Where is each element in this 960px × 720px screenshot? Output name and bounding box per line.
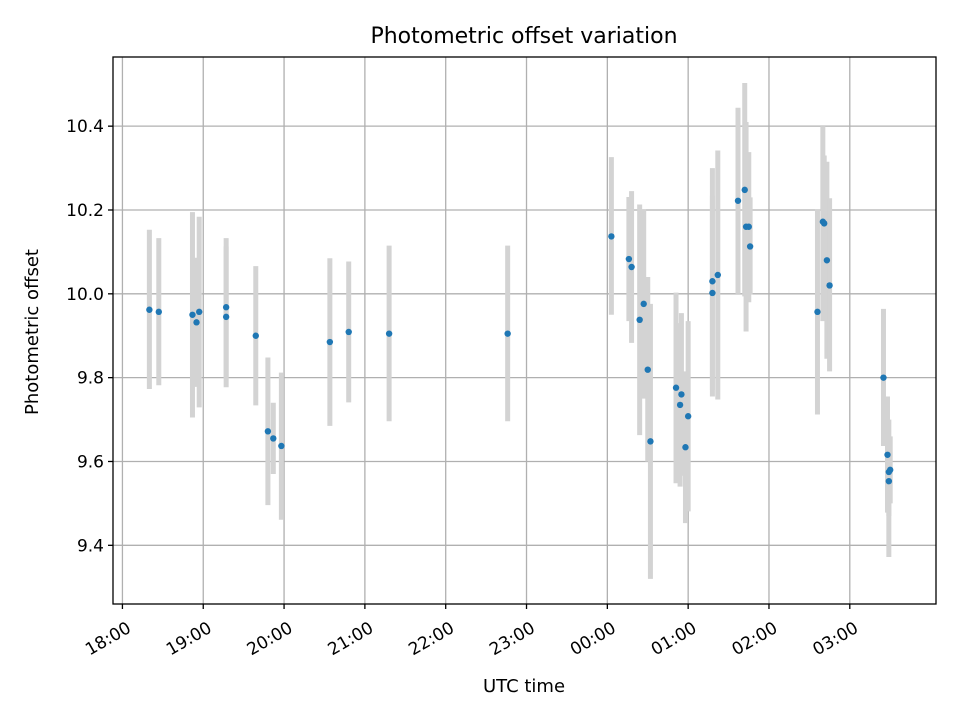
x-tick-label: 18:00	[82, 618, 134, 660]
chart-title: Photometric offset variation	[370, 24, 677, 49]
y-tick-label: 9.8	[77, 369, 104, 389]
data-point	[821, 220, 828, 227]
data-point	[734, 197, 742, 204]
data-point	[814, 308, 821, 316]
data-point	[625, 255, 633, 263]
x-axis: 18:00 19:00 20:00 21:00 22:00 23:00 00:00 01:00…	[82, 604, 862, 660]
data-point	[270, 435, 277, 442]
data-point	[887, 466, 894, 474]
data-point	[676, 401, 684, 409]
x-tick-label: 00:00	[567, 618, 619, 660]
plot-frame	[112, 56, 937, 605]
data-point	[326, 338, 334, 346]
x-tick-label: 02:00	[729, 618, 781, 660]
data-point	[826, 282, 833, 289]
data-point	[647, 438, 654, 445]
y-tick-label: 10.2	[66, 201, 104, 221]
x-tick-label: 19:00	[163, 618, 215, 660]
data-point	[709, 289, 716, 297]
data-point	[823, 257, 831, 264]
data-point	[504, 330, 511, 337]
y-axis-label: Photometric offset	[22, 249, 43, 415]
x-tick-label: 01:00	[648, 618, 700, 660]
data-points	[146, 186, 894, 485]
data-point	[345, 328, 352, 336]
x-tick-label: 21:00	[325, 618, 377, 660]
y-axis: 9.4 9.6 9.8 10.0 10.2 10.4	[66, 117, 113, 556]
x-tick-label: 22:00	[405, 618, 457, 660]
data-point	[222, 313, 230, 321]
data-point	[385, 330, 393, 337]
data-point	[885, 477, 893, 485]
data-point	[193, 319, 200, 326]
data-point	[745, 223, 752, 230]
data-point	[252, 332, 259, 339]
data-point	[678, 391, 685, 398]
y-tick-label: 10.4	[66, 117, 104, 137]
x-tick-label: 20:00	[244, 618, 296, 660]
x-tick-label: 23:00	[486, 618, 538, 660]
y-tick-label: 10.0	[66, 285, 104, 305]
y-tick-label: 9.6	[77, 452, 104, 472]
data-point	[684, 413, 692, 420]
data-point	[189, 311, 196, 318]
data-point	[196, 308, 203, 316]
data-point	[709, 278, 716, 285]
data-point	[714, 271, 721, 279]
grid	[113, 57, 936, 604]
data-point	[880, 374, 887, 381]
data-point	[682, 444, 689, 451]
data-point	[672, 384, 680, 391]
data-point	[746, 243, 754, 250]
data-point	[884, 451, 891, 458]
data-point	[640, 300, 647, 308]
data-point	[278, 442, 285, 450]
data-point	[741, 186, 748, 194]
x-axis-label: UTC time	[483, 676, 565, 697]
data-point	[146, 306, 153, 313]
data-point	[222, 304, 230, 311]
data-point	[264, 428, 272, 435]
y-tick-label: 9.4	[77, 536, 104, 556]
x-tick-label: 03:00	[810, 618, 862, 660]
data-point	[608, 233, 615, 240]
data-point	[628, 263, 635, 271]
data-point	[644, 366, 651, 373]
data-point	[636, 316, 643, 324]
error-bars	[146, 82, 893, 579]
data-point	[155, 308, 162, 316]
